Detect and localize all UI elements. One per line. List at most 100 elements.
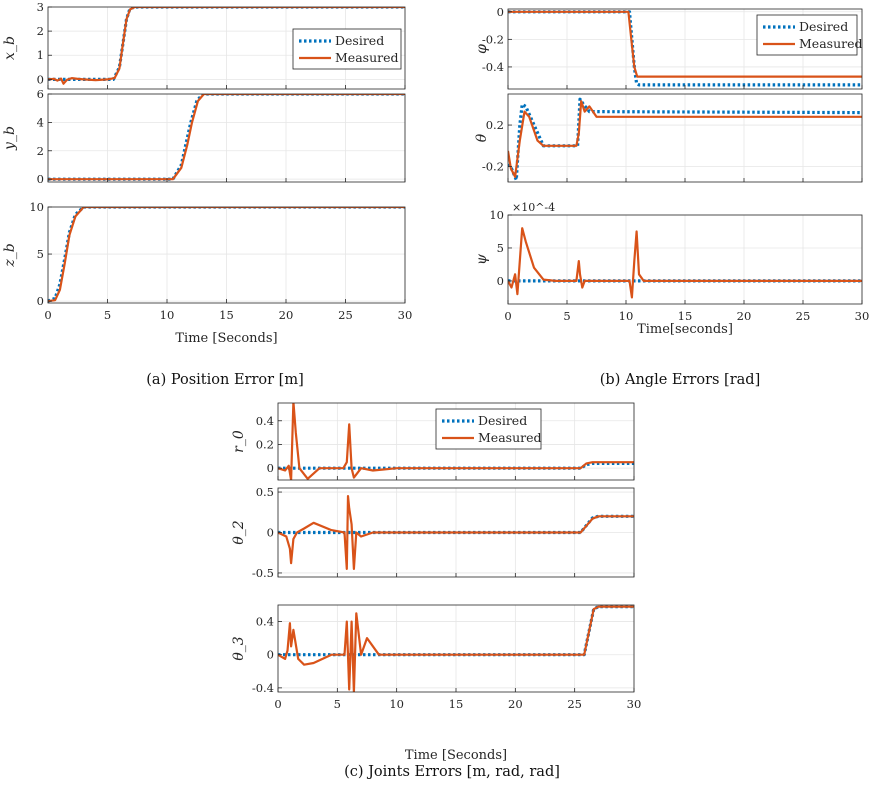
plots-layer: 0 1 2 3 x_b Desired Measured 0 2 4 6 y_b 0 5 10 z_b 0 5 10… bbox=[2, 0, 869, 763]
y-tick-label: 0.4 bbox=[256, 615, 274, 629]
subplot-a-1: 0 2 4 6 y_b bbox=[2, 87, 406, 186]
subplot-a-2: 0 5 10 z_b 0 5 10 15 20 25 30 bbox=[2, 200, 412, 322]
y-tick-label: 0 bbox=[37, 172, 44, 186]
y-tick-label: 10 bbox=[29, 200, 44, 214]
x-tick-label: 20 bbox=[737, 309, 752, 323]
y-tick-label: 5 bbox=[497, 241, 504, 255]
x-tick-label: 5 bbox=[563, 309, 570, 323]
y-tick-label: 1 bbox=[37, 48, 44, 62]
y-tick-label: -0.4 bbox=[252, 681, 274, 695]
y-axis-label: y_b bbox=[2, 126, 18, 151]
x-tick-label: 0 bbox=[44, 308, 51, 322]
series-desired-line bbox=[508, 97, 862, 182]
subplot-c-2: 0.40-0.4θ_30 5 10 15 20 25 30 bbox=[231, 604, 642, 711]
x-axis-label: Time [Seconds] bbox=[175, 331, 277, 346]
x-tick-label: 5 bbox=[104, 308, 111, 322]
legend-desired-label: Desired bbox=[478, 413, 527, 428]
y-tick-label: 0 bbox=[37, 294, 44, 308]
series-measured-line bbox=[508, 10, 862, 78]
y-tick-label: 0 bbox=[267, 461, 274, 475]
x-tick-label: 30 bbox=[398, 308, 413, 322]
y-tick-label: 0.2 bbox=[486, 118, 504, 132]
y-tick-label: 0.4 bbox=[256, 414, 274, 428]
series-measured-line bbox=[48, 207, 405, 303]
y-tick-label: -0.5 bbox=[252, 566, 274, 580]
x-tick-label: 10 bbox=[160, 308, 175, 322]
legend-measured-label: Measured bbox=[335, 50, 399, 65]
legend: Desired Measured bbox=[435, 408, 542, 450]
series-measured-line bbox=[48, 7, 405, 85]
y-tick-label: -0.2 bbox=[482, 32, 504, 46]
y-tick-label: 6 bbox=[37, 87, 44, 101]
x-tick-label: 30 bbox=[627, 697, 642, 711]
x-tick-label: 20 bbox=[279, 308, 294, 322]
x-axis-label: Time[seconds] bbox=[637, 322, 733, 337]
y-axis-label: x_b bbox=[2, 36, 18, 60]
x-tick-label: 15 bbox=[219, 308, 234, 322]
panel-b: 0-0.2-0.4φDesiredMeasured0.2-0.2θ1050ψ×1… bbox=[474, 5, 869, 337]
x-tick-label: 0 bbox=[274, 697, 281, 711]
x-tick-label: 10 bbox=[619, 309, 634, 323]
caption-a: (a) Position Error [m] bbox=[146, 372, 303, 388]
subplot-c-0: 0 0.2 0.4 r_0 Desired Measured bbox=[231, 402, 635, 481]
y-tick-label: 0 bbox=[267, 648, 274, 662]
y-tick-label: 0 bbox=[497, 5, 504, 19]
x-tick-label: 5 bbox=[334, 697, 341, 711]
series-measured-line bbox=[278, 495, 634, 571]
y-tick-label: 4 bbox=[37, 115, 44, 129]
legend-measured-label: Measured bbox=[799, 36, 863, 51]
y-axis-label: z_b bbox=[2, 243, 18, 267]
subplot-c-1: 0.5 0 -0.5 θ_2 bbox=[231, 485, 635, 580]
y-axis-label: r_0 bbox=[231, 430, 247, 453]
series-measured-line bbox=[508, 227, 862, 299]
legend: Desired Measured bbox=[292, 28, 402, 70]
y-tick-label: 2 bbox=[37, 144, 44, 158]
legend-desired-label: Desired bbox=[799, 19, 848, 34]
y-tick-label: 0.5 bbox=[256, 485, 274, 499]
caption-c: (c) Joints Errors [m, rad, rad] bbox=[344, 764, 560, 780]
caption-b: (b) Angle Errors [rad] bbox=[600, 372, 760, 388]
y-axis-label: θ_3 bbox=[231, 636, 247, 660]
legend-box bbox=[292, 28, 402, 70]
y-tick-label: 10 bbox=[489, 208, 504, 222]
y-tick-label: -0.2 bbox=[482, 159, 504, 173]
x-tick-label: 10 bbox=[389, 697, 404, 711]
legend-measured-label: Measured bbox=[478, 430, 542, 445]
x-tick-label: 30 bbox=[855, 309, 870, 323]
y-axis-label: ψ bbox=[474, 253, 490, 265]
y-tick-label: 5 bbox=[37, 247, 44, 261]
panel-c: 00.20.4r_0DesiredMeasured0.50-0.5θ_20.40… bbox=[231, 402, 641, 763]
x-tick-label: 25 bbox=[796, 309, 811, 323]
series-measured-line bbox=[48, 94, 405, 181]
y-tick-label: -0.4 bbox=[482, 60, 504, 74]
x-tick-label: 0 bbox=[504, 309, 511, 323]
x-tick-label: 20 bbox=[508, 697, 523, 711]
panel-a: 0 1 2 3 x_b Desired Measured 0 2 4 6 y_b 0 5 10 z_b 0 5 10… bbox=[2, 0, 412, 346]
subplot-b-0: 0 -0.2 -0.4 φ Desired Measured bbox=[474, 5, 863, 90]
x-axis-label: Time [Seconds] bbox=[405, 748, 507, 763]
y-tick-label: 0 bbox=[267, 526, 274, 540]
legend-box bbox=[756, 14, 858, 56]
series-measured-line bbox=[278, 605, 634, 692]
x-tick-label: 25 bbox=[567, 697, 582, 711]
y-exponent-label: ×10^-4 bbox=[512, 201, 555, 214]
subplot-a-0: 0 1 2 3 x_b Desired Measured bbox=[2, 0, 406, 90]
legend-desired-label: Desired bbox=[335, 33, 384, 48]
y-tick-label: 0 bbox=[37, 72, 44, 86]
y-axis-label: φ bbox=[474, 44, 490, 54]
legend-box bbox=[435, 408, 542, 450]
legend: Desired Measured bbox=[756, 14, 863, 56]
y-axis-label: θ_2 bbox=[231, 520, 247, 544]
y-tick-label: 2 bbox=[37, 24, 44, 38]
x-tick-label: 15 bbox=[678, 309, 693, 323]
subplot-b-1: 0.2 -0.2 θ bbox=[474, 93, 863, 183]
series-measured-line bbox=[508, 100, 862, 178]
x-tick-label: 15 bbox=[449, 697, 464, 711]
y-tick-label: 0.2 bbox=[256, 437, 274, 451]
y-tick-label: 0 bbox=[497, 274, 504, 288]
y-axis-label: θ bbox=[474, 133, 490, 142]
y-tick-label: 3 bbox=[37, 0, 44, 14]
series-measured-line bbox=[278, 403, 634, 480]
